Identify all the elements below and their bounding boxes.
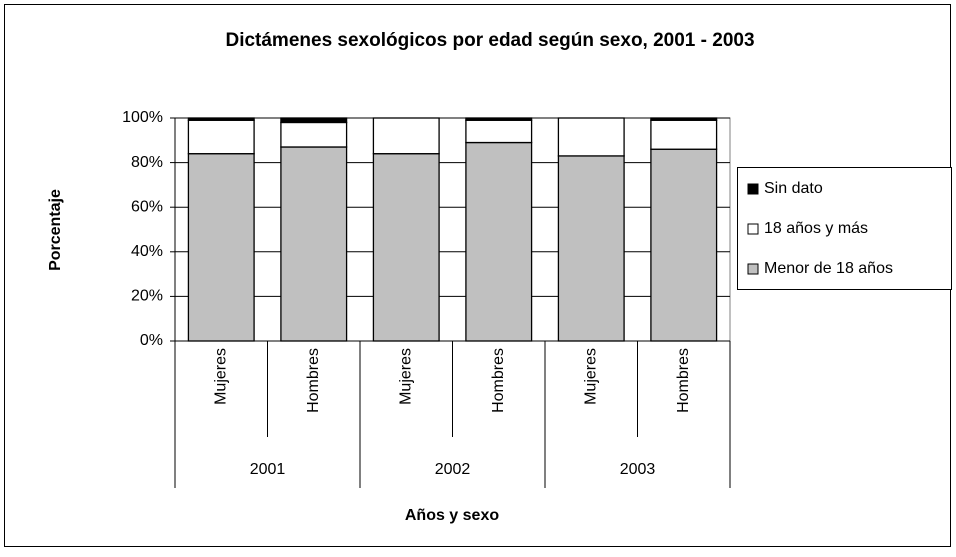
bar-segment (372, 153, 440, 342)
y-tick-label: 100% (122, 109, 163, 126)
x-tick-label: Mujeres (582, 348, 599, 405)
bar-segment (650, 148, 718, 342)
group-label: 2003 (620, 461, 656, 478)
bar-segment (557, 155, 625, 342)
x-tick-label: Mujeres (397, 348, 414, 405)
legend-label: Menor de 18 años (764, 260, 893, 277)
legend-box (737, 167, 952, 290)
plot-area (174, 117, 731, 342)
x-tick-label: Mujeres (212, 348, 229, 405)
legend-label: Sin dato (764, 180, 823, 197)
bar-segment (187, 153, 255, 342)
bar-segment (187, 119, 255, 155)
bar-segment (280, 146, 348, 342)
bar-segment (650, 119, 718, 150)
chart-title: Dictámenes sexológicos por edad según se… (225, 30, 754, 51)
legend-swatch (747, 183, 759, 195)
legend-swatch (747, 263, 759, 275)
y-tick-label: 0% (140, 332, 163, 349)
bar-segment (650, 117, 718, 121)
y-tick-label: 60% (131, 198, 163, 215)
y-tick-label: 20% (131, 288, 163, 305)
bar-segment (280, 117, 348, 124)
bar-segment (372, 117, 440, 155)
legend-label: 18 años y más (764, 220, 868, 237)
bar-segment (187, 117, 255, 121)
legend-swatch (747, 223, 759, 235)
bar-segment (557, 117, 625, 157)
bar-segment (465, 117, 533, 121)
bar-segment (280, 121, 348, 148)
group-label: 2002 (435, 461, 471, 478)
group-label: 2001 (250, 461, 286, 478)
y-axis-title: Porcentaje (47, 189, 64, 271)
x-tick-label: Hombres (490, 348, 507, 413)
bar-segment (465, 141, 533, 342)
y-tick-label: 40% (131, 243, 163, 260)
x-axis-title: Años y sexo (405, 507, 499, 524)
x-tick-label: Hombres (675, 348, 692, 413)
bar-segment (465, 119, 533, 144)
y-tick-label: 80% (131, 154, 163, 171)
x-tick-label: Hombres (305, 348, 322, 413)
